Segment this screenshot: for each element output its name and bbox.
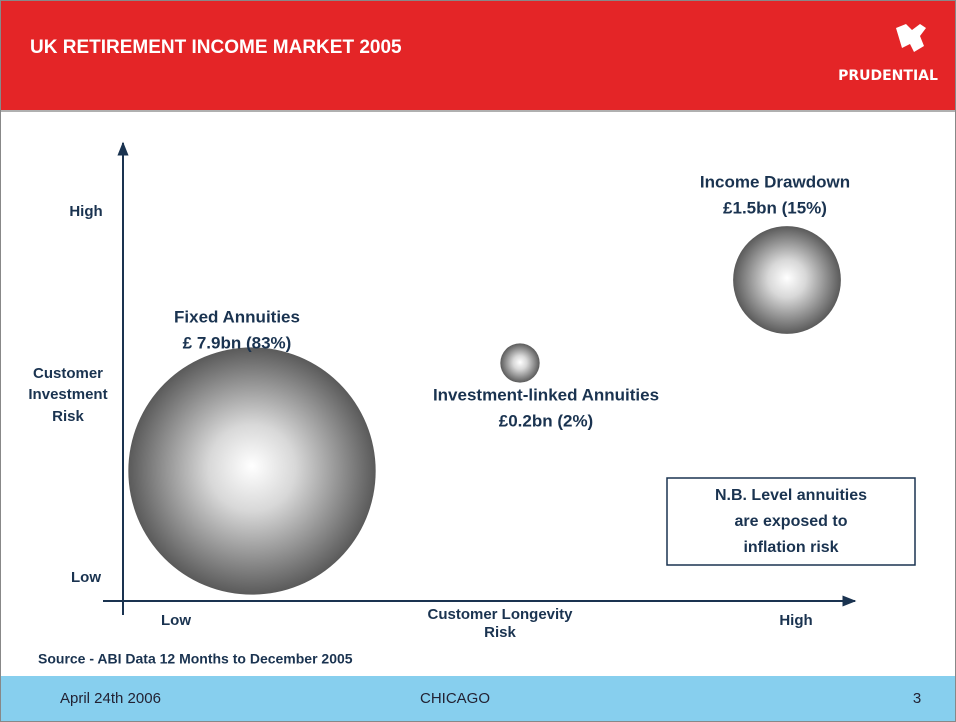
bubble-value: £ 7.9bn (83%) bbox=[183, 333, 292, 352]
bubble-name: Income Drawdown bbox=[700, 172, 850, 191]
title: UK RETIREMENT INCOME MARKET 2005 bbox=[30, 37, 402, 58]
bubble-name: Investment-linked Annuities bbox=[433, 385, 659, 404]
note-text: N.B. Level annuities bbox=[715, 487, 867, 504]
header-band bbox=[1, 1, 955, 111]
footer-page: 3 bbox=[913, 690, 921, 707]
footer-date: April 24th 2006 bbox=[60, 690, 161, 707]
note-box bbox=[666, 477, 916, 566]
note-text: are exposed to bbox=[735, 513, 848, 530]
note-text: inflation risk bbox=[743, 539, 838, 556]
bubble bbox=[733, 226, 841, 334]
x-category: Low bbox=[161, 612, 191, 629]
footer-band bbox=[1, 676, 955, 721]
bubble-value: £1.5bn (15%) bbox=[723, 198, 827, 217]
bubble-value: £0.2bn (2%) bbox=[499, 411, 593, 430]
y-axis-label: Customer bbox=[33, 365, 103, 382]
bubbles: Fixed Annuities £ 7.9bn (83%) Investment-l… bbox=[128, 172, 850, 595]
logo-text: PRUDENTIAL bbox=[838, 68, 938, 84]
source: Source - ABI Data 12 Months to December … bbox=[38, 651, 353, 667]
bubble bbox=[500, 343, 540, 383]
footer-location: CHICAGO bbox=[420, 690, 490, 707]
bubble-name: Fixed Annuities bbox=[174, 307, 300, 326]
bubble bbox=[128, 347, 376, 595]
y-category: High bbox=[69, 203, 102, 220]
y-category: Low bbox=[71, 569, 101, 586]
y-axis-label: Risk bbox=[52, 408, 84, 425]
x-axis-label: Customer Longevity bbox=[427, 606, 573, 623]
logo-mark bbox=[896, 24, 926, 52]
logo: PRUDENTIAL bbox=[838, 24, 938, 84]
x-category: High bbox=[779, 612, 812, 629]
y-axis-label: Investment bbox=[28, 386, 107, 403]
x-axis-label: Risk bbox=[484, 624, 516, 641]
